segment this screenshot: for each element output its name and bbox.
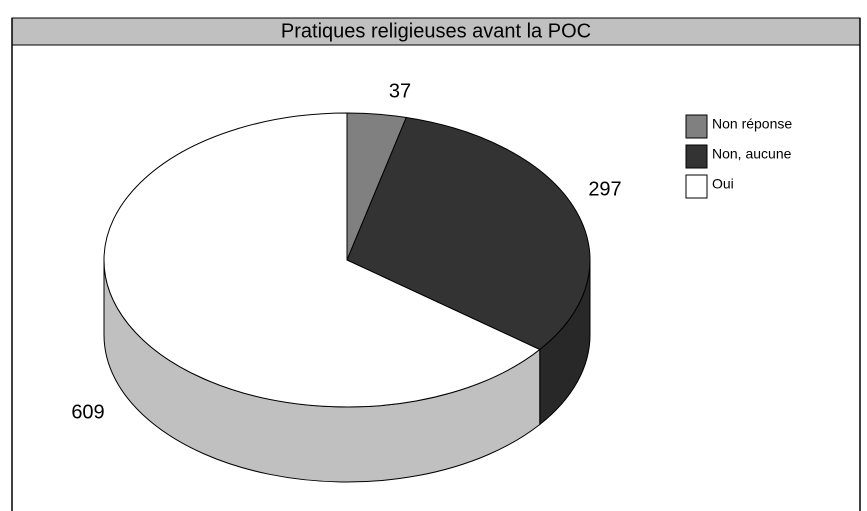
data-label: 609 xyxy=(71,401,104,423)
pie: 37 297 609 xyxy=(71,80,622,483)
data-label: 37 xyxy=(389,80,411,102)
legend-label: Oui xyxy=(712,176,734,192)
legend-swatch xyxy=(685,174,708,199)
slice xyxy=(103,112,541,408)
legend: Non réponse Non, aucune Oui xyxy=(685,114,792,199)
slice xyxy=(346,116,591,351)
title-bar xyxy=(11,17,861,46)
legend-swatch xyxy=(685,114,708,139)
legend-label: Non réponse xyxy=(712,116,792,132)
legend-label: Non, aucune xyxy=(712,146,792,162)
data-label: 297 xyxy=(588,178,621,200)
legend-swatch xyxy=(685,144,708,169)
chart-title: Pratiques religieuses avant la POC xyxy=(281,20,591,42)
